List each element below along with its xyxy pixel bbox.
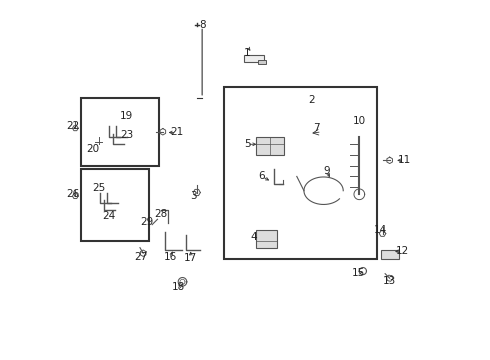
- Bar: [81, 98, 159, 166]
- Text: 11: 11: [397, 156, 411, 165]
- Text: 13: 13: [383, 276, 396, 286]
- Text: 12: 12: [395, 246, 409, 256]
- Bar: [381, 249, 398, 258]
- Text: 1: 1: [244, 48, 250, 58]
- Text: 6: 6: [259, 171, 265, 181]
- Bar: [256, 230, 277, 248]
- Text: 22: 22: [66, 121, 79, 131]
- Bar: [223, 87, 377, 258]
- Text: 24: 24: [102, 211, 115, 221]
- Bar: [244, 55, 264, 63]
- Text: 15: 15: [352, 268, 365, 278]
- Text: 29: 29: [140, 217, 153, 227]
- Text: 28: 28: [154, 209, 168, 219]
- Text: 2: 2: [308, 95, 315, 105]
- Text: 25: 25: [92, 183, 105, 193]
- Text: 5: 5: [244, 139, 250, 149]
- Text: 14: 14: [374, 225, 388, 235]
- Text: 7: 7: [313, 123, 320, 133]
- Bar: [81, 169, 148, 241]
- Text: 16: 16: [164, 252, 177, 262]
- Text: 3: 3: [190, 191, 196, 201]
- Text: 20: 20: [86, 144, 99, 154]
- Text: 8: 8: [199, 19, 205, 30]
- Text: 17: 17: [184, 253, 197, 263]
- Text: 9: 9: [324, 166, 330, 176]
- Text: 26: 26: [66, 189, 79, 199]
- Text: 27: 27: [134, 252, 147, 262]
- Bar: [256, 137, 284, 155]
- Text: 19: 19: [120, 111, 133, 121]
- Bar: [258, 60, 267, 64]
- Text: 21: 21: [170, 127, 183, 138]
- Text: 18: 18: [172, 282, 186, 292]
- Text: 23: 23: [121, 130, 134, 140]
- Text: 4: 4: [250, 232, 257, 242]
- Text: 10: 10: [353, 116, 366, 126]
